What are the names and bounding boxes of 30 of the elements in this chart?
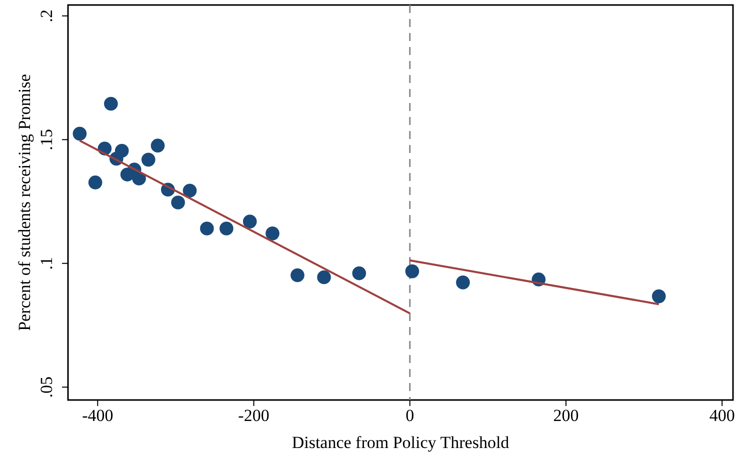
x-tick-label: -200 xyxy=(238,406,270,426)
point xyxy=(405,264,420,278)
point xyxy=(317,270,331,284)
point xyxy=(171,196,185,210)
point xyxy=(88,176,102,190)
point xyxy=(182,184,197,198)
point xyxy=(266,226,280,240)
point xyxy=(352,266,366,280)
point xyxy=(141,152,156,167)
point xyxy=(220,222,234,236)
point xyxy=(132,172,146,186)
x-axis-title: Distance from Policy Threshold xyxy=(292,433,510,452)
y-tick-label: .1 xyxy=(37,257,56,270)
point xyxy=(114,144,129,158)
point xyxy=(456,276,470,290)
point xyxy=(150,138,165,152)
y-tick-label: .15 xyxy=(37,129,56,150)
point xyxy=(200,222,214,236)
x-tick-label: 400 xyxy=(709,406,735,426)
point xyxy=(242,214,257,228)
point xyxy=(652,289,666,304)
y-tick-label: .05 xyxy=(37,376,56,398)
x-tick-label: 0 xyxy=(406,406,414,426)
point xyxy=(290,268,304,282)
y-axis-title: Percent of students receiving Promise xyxy=(15,74,34,331)
point xyxy=(104,96,118,111)
x-tick-label: 200 xyxy=(553,406,579,426)
y-tick-label: .2 xyxy=(37,10,56,22)
point xyxy=(72,126,87,141)
x-tick-label: -400 xyxy=(82,406,114,426)
